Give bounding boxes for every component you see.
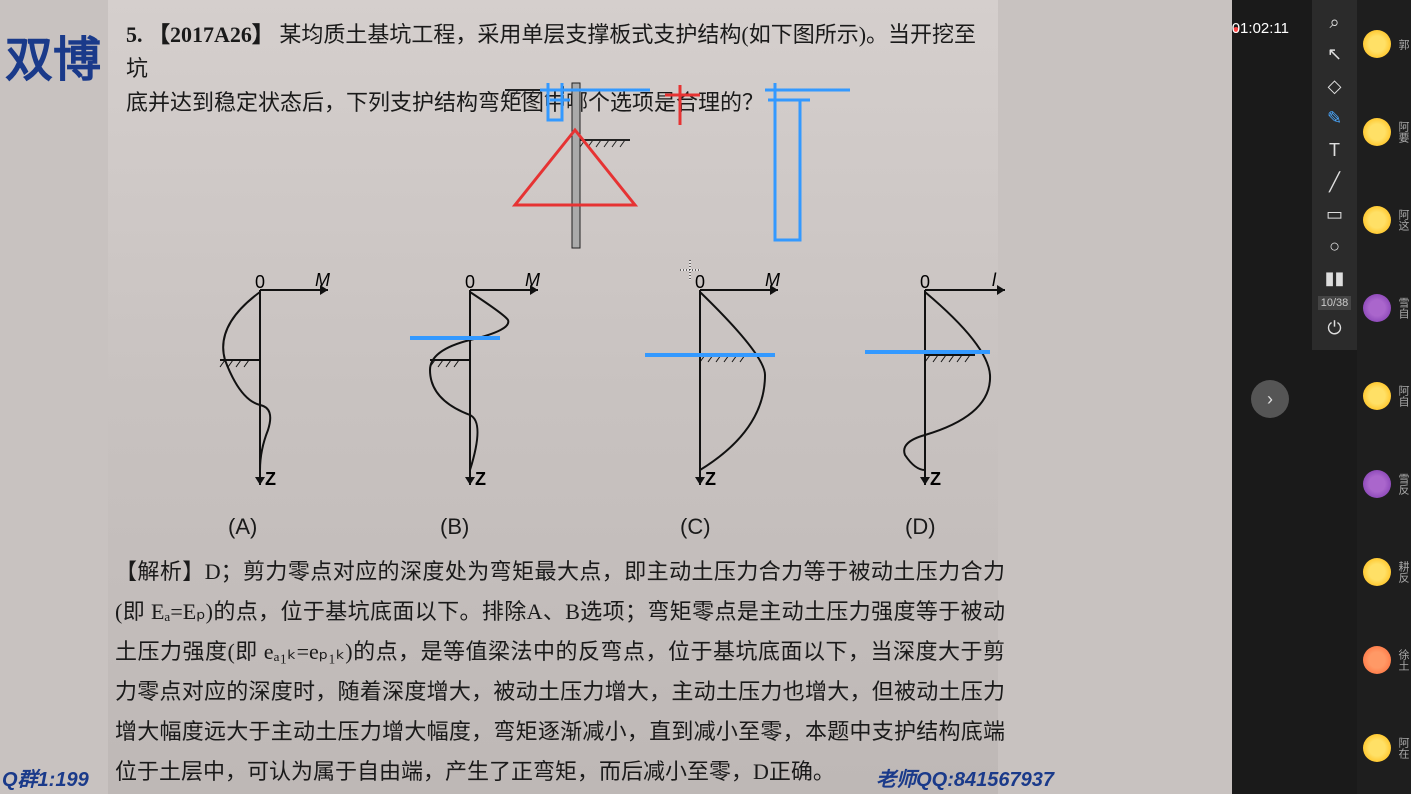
chevron-right-icon: › bbox=[1267, 389, 1273, 410]
video-slide-area: 双博 Q群1:199 老师QQ:841567937 5. 【2017A26】 某… bbox=[0, 0, 1232, 794]
svg-text:Z: Z bbox=[265, 469, 276, 489]
chat-item[interactable]: 雪反 bbox=[1357, 440, 1411, 528]
circle-tool[interactable]: ○ bbox=[1319, 230, 1351, 262]
svg-text:M: M bbox=[525, 270, 540, 290]
line-icon: ╱ bbox=[1329, 172, 1340, 193]
avatar bbox=[1363, 646, 1391, 674]
avatar bbox=[1363, 382, 1391, 410]
svg-text:Z: Z bbox=[930, 469, 941, 489]
chat-item[interactable]: 阿在 bbox=[1357, 704, 1411, 792]
power-icon: ⏻ bbox=[1327, 318, 1341, 339]
chat-item[interactable]: 徐土 bbox=[1357, 616, 1411, 704]
option-b-label: (B) bbox=[440, 514, 469, 540]
svg-text:Z: Z bbox=[705, 469, 716, 489]
chat-item[interactable]: 阿这 bbox=[1357, 176, 1411, 264]
pen-tool[interactable]: ✎ bbox=[1319, 102, 1351, 134]
pointer-tool[interactable]: ↖ bbox=[1319, 38, 1351, 70]
explanation-text: 【解析】D；剪力零点对应的深度处为弯矩最大点，即主动土压力合力等于被动土压力合力… bbox=[115, 552, 1005, 792]
option-diagrams: 0 M Z (A) 0 M Z bbox=[140, 270, 1010, 540]
option-d-label: (D) bbox=[905, 514, 936, 540]
next-slide-button[interactable]: › bbox=[1251, 380, 1289, 418]
chat-item[interactable]: 阿要 bbox=[1357, 88, 1411, 176]
text-tool[interactable]: T bbox=[1319, 134, 1351, 166]
reference-diagram bbox=[500, 75, 850, 255]
svg-text:l: l bbox=[992, 270, 997, 290]
power-tool[interactable]: ⏻ bbox=[1319, 312, 1351, 344]
eraser-icon: ◇ bbox=[1328, 76, 1342, 97]
option-c-diagram: 0 M Z bbox=[590, 270, 790, 510]
question-code: 【2017A26】 bbox=[148, 22, 274, 47]
avatar bbox=[1363, 558, 1391, 586]
rect-icon: ▭ bbox=[1326, 204, 1343, 225]
chat-panel: 郭 阿要 阿这 雪自 阿自 雪反 耕反 徐土 阿在 bbox=[1357, 0, 1411, 794]
line-tool[interactable]: ╱ bbox=[1319, 166, 1351, 198]
option-c-label: (C) bbox=[680, 514, 711, 540]
avatar bbox=[1363, 118, 1391, 146]
qq-group-left: Q群1:199 bbox=[2, 763, 89, 792]
pause-tool[interactable]: ▮▮ bbox=[1319, 262, 1351, 294]
text-icon: T bbox=[1329, 140, 1340, 161]
option-a-diagram: 0 M Z bbox=[160, 270, 340, 510]
option-b-diagram: 0 M Z bbox=[370, 270, 550, 510]
avatar bbox=[1363, 30, 1391, 58]
pen-icon: ✎ bbox=[1327, 108, 1342, 129]
circle-icon: ○ bbox=[1329, 236, 1340, 257]
annotation-toolbar: ⌕ ↖ ◇ ✎ T ╱ ▭ ○ ▮▮ 10/38 ⏻ bbox=[1312, 0, 1357, 350]
search-icon: ⌕ bbox=[1329, 12, 1339, 33]
chat-item[interactable]: 耕反 bbox=[1357, 528, 1411, 616]
avatar bbox=[1363, 470, 1391, 498]
option-a-label: (A) bbox=[228, 514, 257, 540]
svg-text:Z: Z bbox=[475, 469, 486, 489]
avatar bbox=[1363, 734, 1391, 762]
svg-text:M: M bbox=[315, 270, 330, 290]
chat-item[interactable]: 雪自 bbox=[1357, 264, 1411, 352]
page-counter: 10/38 bbox=[1318, 296, 1352, 310]
pointer-icon: ↖ bbox=[1327, 44, 1342, 65]
svg-text:M: M bbox=[765, 270, 780, 290]
chat-item[interactable]: 阿自 bbox=[1357, 352, 1411, 440]
avatar bbox=[1363, 294, 1391, 322]
option-d-diagram: 0 l Z bbox=[820, 270, 1020, 510]
search-tool[interactable]: ⌕ bbox=[1319, 6, 1351, 38]
video-timestamp: 01:02:11 bbox=[1232, 20, 1289, 37]
eraser-tool[interactable]: ◇ bbox=[1319, 70, 1351, 102]
pause-icon: ▮▮ bbox=[1325, 268, 1345, 289]
watermark-logo: 双博 bbox=[5, 20, 101, 90]
question-number: 5. bbox=[126, 22, 143, 47]
rect-tool[interactable]: ▭ bbox=[1319, 198, 1351, 230]
chat-item[interactable]: 郭 bbox=[1357, 0, 1411, 88]
avatar bbox=[1363, 206, 1391, 234]
